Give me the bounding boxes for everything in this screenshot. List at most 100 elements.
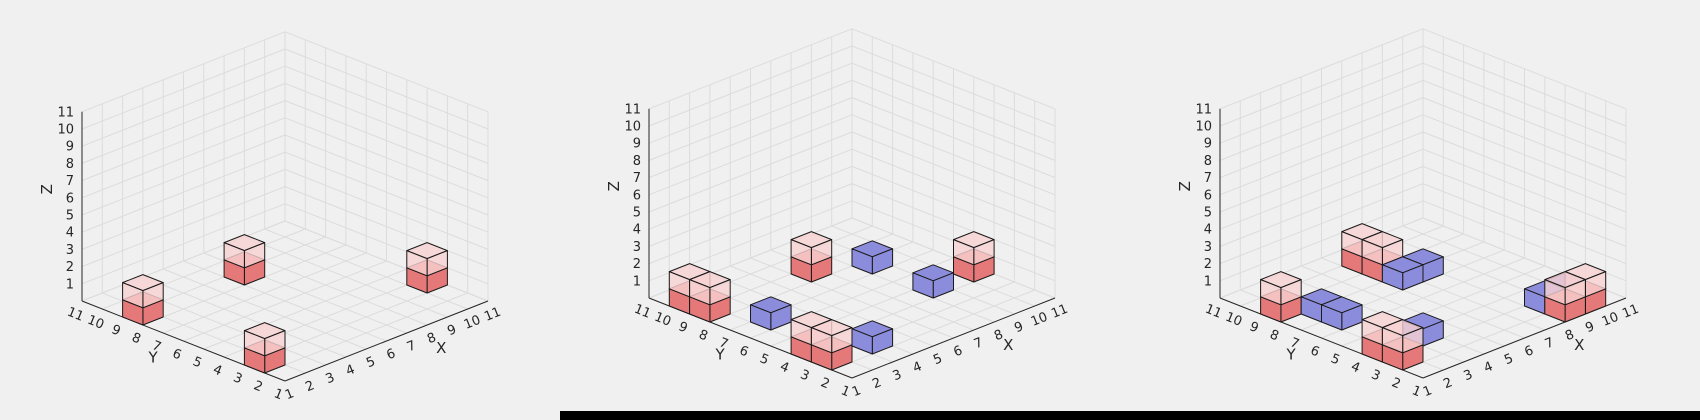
voxel-face (1544, 279, 1566, 306)
voxel-face (790, 239, 812, 266)
gridline (1422, 114, 1627, 196)
red-voxel-upper (1544, 271, 1586, 306)
gridline (851, 148, 1056, 230)
z-tick-label: 9 (633, 137, 641, 152)
gridline (284, 48, 489, 130)
x-tick-label: 6 (385, 346, 398, 363)
y-axis-label: Y (147, 349, 158, 367)
gridline (163, 252, 367, 334)
z-tick-label: 5 (633, 206, 641, 221)
gridline (81, 151, 286, 233)
bottom-bar (560, 411, 1700, 420)
gridline (1422, 45, 1627, 127)
gridline (81, 31, 286, 113)
x-tick-label: 11 (1049, 302, 1070, 322)
gridline (1422, 165, 1627, 247)
voxel-face (223, 242, 245, 269)
gridline (81, 168, 286, 250)
voxel-face (953, 239, 975, 266)
z-tick-label: 3 (66, 243, 74, 258)
gridline (81, 186, 286, 268)
z-tick-label: 8 (66, 157, 74, 172)
z-tick-label: 10 (57, 123, 74, 138)
z-tick-label: 5 (1204, 206, 1212, 221)
voxel-face (1321, 304, 1343, 331)
z-tick-label: 3 (1204, 240, 1212, 255)
gridline (81, 65, 286, 147)
blue-voxel (912, 264, 954, 299)
gridline (1219, 45, 1424, 127)
z-tick-label: 11 (57, 105, 74, 120)
gridline (851, 97, 1056, 179)
x-tick-label: 2 (1441, 375, 1454, 392)
gridline (648, 62, 853, 144)
y-tick-label: 5 (190, 354, 203, 371)
gridline (284, 203, 489, 285)
gridline (851, 45, 1056, 127)
gridline (284, 134, 489, 216)
y-tick-label: 10 (85, 313, 106, 333)
voxel-face (243, 330, 266, 357)
gridline (81, 220, 286, 302)
x-axis-label: X (1574, 336, 1584, 354)
x-axis-line (284, 300, 489, 382)
gridline (851, 131, 1056, 213)
red-voxel-upper (406, 242, 448, 277)
y-tick-label: 2 (251, 378, 264, 395)
gridline (284, 117, 489, 199)
z-tick-label: 8 (633, 154, 641, 169)
z-tick-label: 2 (1204, 257, 1212, 272)
gridline (851, 165, 1056, 247)
gridline (648, 148, 853, 230)
voxel-face (750, 304, 772, 331)
gridline (1422, 62, 1627, 144)
red-voxel-upper (1381, 319, 1424, 354)
red-voxel-upper (223, 234, 266, 269)
gridline (1422, 97, 1627, 179)
y-tick-label: 2 (818, 375, 831, 392)
gridline (1422, 79, 1627, 161)
gridline (284, 82, 489, 164)
x-tick-label: 3 (324, 370, 337, 387)
x-tick-label: 4 (344, 362, 357, 379)
gridline (851, 28, 1056, 110)
gridline (831, 289, 1035, 371)
x-tick-label: 11 (1620, 302, 1641, 322)
gridline (1219, 148, 1424, 230)
z-tick-label: 1 (1204, 274, 1212, 289)
gridline (1422, 148, 1627, 230)
z-tick-label: 9 (1204, 137, 1212, 152)
red-voxel-upper (122, 274, 164, 309)
red-voxel-upper (689, 271, 731, 306)
gridline (851, 183, 1056, 265)
x-tick-label: 2 (303, 378, 316, 395)
x-tick-label: 2 (870, 375, 883, 392)
x-tick-label: 10 (1029, 310, 1050, 330)
x-tick-label: 9 (1583, 319, 1596, 336)
y-tick-label: 9 (1247, 319, 1260, 336)
voxel-plot-3: 1 2 3 4 5 6 7 8 9 10 1112345678910111234567891011X… (1176, 28, 1641, 400)
gridline (1219, 28, 1424, 110)
gridline (81, 117, 286, 199)
blue-voxel (851, 320, 894, 355)
z-tick-label: 4 (633, 223, 641, 238)
x-tick-label: 6 (952, 343, 965, 360)
z-tick-label: 2 (633, 257, 641, 272)
x-tick-label: 7 (405, 338, 418, 355)
y-tick-label: 10 (1223, 310, 1244, 330)
x-tick-label: 10 (1600, 310, 1621, 330)
gridline (851, 79, 1056, 161)
z-tick-label: 10 (1195, 120, 1212, 135)
x-tick-label: 5 (364, 354, 377, 371)
y-tick-label: 10 (652, 310, 673, 330)
gridline (648, 183, 853, 265)
gridline (648, 97, 853, 179)
y-tick-label: 6 (170, 346, 183, 363)
y-tick-label: 1 (1410, 383, 1423, 400)
y-tick-label: 1 (272, 386, 285, 403)
y-tick-label: 11 (1203, 302, 1224, 322)
voxel-face (810, 327, 833, 354)
y-tick-label: 11 (632, 302, 653, 322)
y-tick-label: 3 (798, 367, 811, 384)
